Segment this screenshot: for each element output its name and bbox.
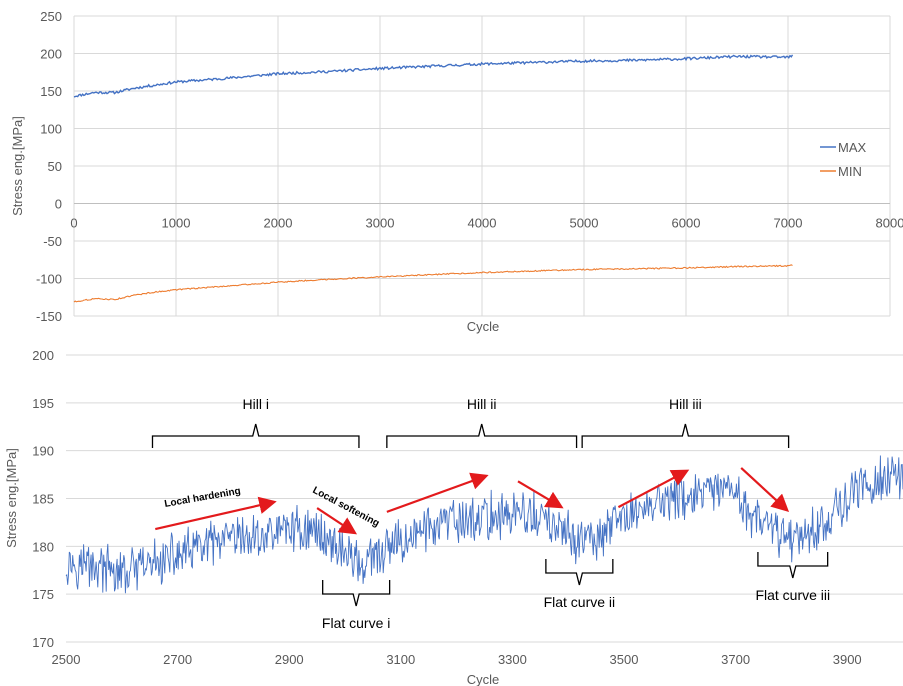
bottom-x-tick-label: 3700	[721, 652, 750, 667]
trend-arrows	[155, 467, 790, 535]
bottom-chart: 2500 2700 2900 3100 3300 3500 3700 3900 1701751…	[4, 348, 903, 686]
hill-label: Hill ii	[467, 396, 497, 412]
bottom-x-tick-labels: 2500 2700 2900 3100 3300 3500 3700 3900	[52, 652, 862, 667]
bottom-y-tick-label: 190	[32, 444, 54, 459]
top-y-tick-labels: -150 -100 -50 0 50 100 150 200 250	[36, 9, 62, 324]
top-series-lines	[73, 54, 794, 303]
hill-label: Hill iii	[669, 396, 702, 412]
top-x-tick-label: 2000	[264, 216, 293, 231]
top-y-tick-label: 250	[40, 9, 62, 24]
hill-brace	[581, 423, 790, 448]
top-y-tick-label: 100	[40, 122, 62, 137]
bottom-x-tick-label: 3300	[498, 652, 527, 667]
top-x-tick-labels: 0 1000 2000 3000 4000 5000 6000 7000 8000	[70, 216, 903, 231]
bottom-x-tick-label: 2900	[275, 652, 304, 667]
flat-curve-bracket	[322, 580, 391, 607]
red-trend-arrow	[155, 496, 277, 531]
flat-curve-bracket	[757, 552, 829, 579]
bottom-y-tick-label: 185	[32, 492, 54, 507]
legend: MAX MIN	[820, 140, 867, 179]
top-x-tick-label: 8000	[876, 216, 903, 231]
top-x-tick-label: 7000	[774, 216, 803, 231]
legend-label-min: MIN	[838, 164, 862, 179]
top-gridlines	[73, 15, 891, 317]
bottom-y-axis-title: Stress eng.[MPa]	[4, 448, 19, 548]
bottom-y-tick-label: 170	[32, 635, 54, 650]
bottom-x-tick-label: 2500	[52, 652, 81, 667]
top-y-tick-label: -100	[36, 272, 62, 287]
top-y-tick-label: 150	[40, 84, 62, 99]
flat-curve-bracket	[545, 559, 614, 586]
red-trend-arrow	[316, 507, 358, 535]
bottom-y-tick-label: 200	[32, 348, 54, 363]
bottom-x-tick-label: 3500	[610, 652, 639, 667]
top-y-tick-label: -150	[36, 309, 62, 324]
hill-brace	[151, 423, 360, 448]
bottom-y-tick-label: 175	[32, 587, 54, 602]
top-y-tick-label: 200	[40, 47, 62, 62]
bottom-annotations: Hill i Hill ii Hill iii Flat curve i Flat cu…	[151, 396, 830, 631]
hill-label: Hill i	[242, 396, 268, 412]
top-x-tick-label: 1000	[162, 216, 191, 231]
bottom-gridlines	[66, 354, 903, 643]
red-trend-arrow	[740, 467, 790, 513]
red-trend-arrow	[386, 472, 489, 513]
top-y-tick-label: 50	[48, 159, 62, 174]
top-x-axis-title: Cycle	[467, 319, 500, 334]
top-x-tick-label: 5000	[570, 216, 599, 231]
bottom-x-tick-label: 2700	[163, 652, 192, 667]
bottom-x-tick-label: 3900	[833, 652, 862, 667]
bottom-y-tick-label: 195	[32, 396, 54, 411]
top-chart: 0 1000 2000 3000 4000 5000 6000 7000 8000 -150-1…	[10, 9, 903, 334]
hill-brace	[386, 423, 578, 448]
top-y-axis-title: Stress eng.[MPa]	[10, 116, 25, 216]
series-line-max	[73, 54, 794, 98]
flat-curve-label: Flat curve iii	[755, 587, 830, 603]
bottom-series-line	[65, 455, 903, 594]
arrow-label-local-hardening: Local hardening	[164, 486, 242, 510]
bottom-y-tick-label: 180	[32, 539, 54, 554]
top-y-tick-label: 0	[55, 197, 62, 212]
top-x-tick-label: 4000	[468, 216, 497, 231]
stress-series-line	[65, 455, 903, 594]
legend-label-max: MAX	[838, 140, 867, 155]
bottom-y-tick-labels: 170 175 180 185 190 195 200	[32, 348, 54, 650]
flat-curve-label: Flat curve i	[322, 615, 390, 631]
bottom-x-tick-label: 3100	[386, 652, 415, 667]
red-trend-arrow	[617, 469, 690, 509]
top-y-tick-label: -50	[43, 234, 62, 249]
top-x-tick-label: 3000	[366, 216, 395, 231]
flat-curve-label: Flat curve ii	[544, 594, 616, 610]
top-x-tick-label: 0	[70, 216, 77, 231]
series-line-min	[73, 264, 793, 303]
bottom-x-axis-title: Cycle	[467, 672, 500, 686]
red-trend-arrow	[517, 480, 564, 509]
top-x-tick-label: 6000	[672, 216, 701, 231]
